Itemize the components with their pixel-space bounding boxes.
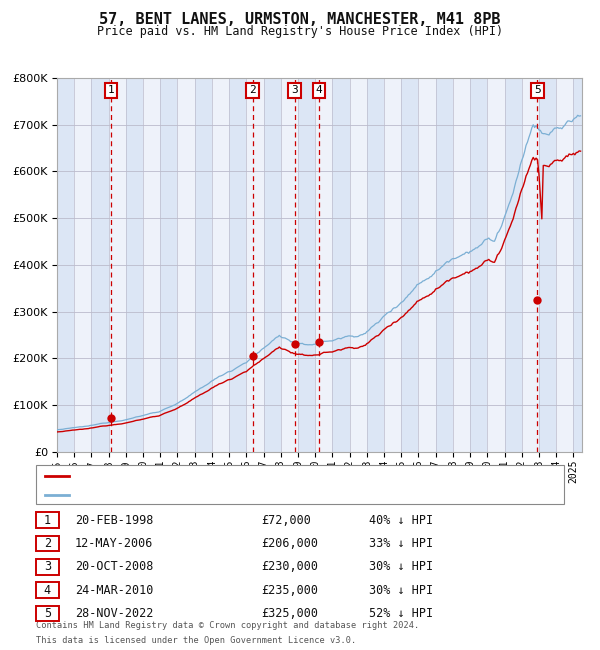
- Bar: [350, 78, 367, 452]
- Bar: [298, 78, 315, 452]
- Bar: [367, 78, 384, 452]
- Text: 2: 2: [44, 537, 51, 550]
- Text: 28-NOV-2022: 28-NOV-2022: [75, 607, 154, 620]
- Bar: [418, 78, 436, 452]
- Bar: [74, 78, 91, 452]
- Bar: [505, 78, 522, 452]
- Text: 1: 1: [107, 85, 114, 96]
- Text: 12-MAY-2006: 12-MAY-2006: [75, 537, 154, 550]
- Text: 20-FEB-1998: 20-FEB-1998: [75, 514, 154, 526]
- Bar: [574, 78, 590, 452]
- Text: £72,000: £72,000: [261, 514, 311, 526]
- Text: 57, BENT LANES, URMSTON, MANCHESTER, M41 8PB: 57, BENT LANES, URMSTON, MANCHESTER, M41…: [99, 12, 501, 27]
- Text: 20-OCT-2008: 20-OCT-2008: [75, 560, 154, 573]
- Bar: [487, 78, 505, 452]
- Bar: [384, 78, 401, 452]
- Bar: [436, 78, 453, 452]
- Text: £325,000: £325,000: [261, 607, 318, 620]
- Text: 24-MAR-2010: 24-MAR-2010: [75, 584, 154, 597]
- Text: 4: 4: [316, 85, 323, 96]
- Bar: [229, 78, 247, 452]
- Bar: [332, 78, 350, 452]
- Text: HPI: Average price, detached house, Trafford: HPI: Average price, detached house, Traf…: [75, 490, 339, 500]
- Text: 57, BENT LANES, URMSTON, MANCHESTER, M41 8PB (detached house): 57, BENT LANES, URMSTON, MANCHESTER, M41…: [75, 471, 441, 482]
- Bar: [109, 78, 126, 452]
- Bar: [539, 78, 556, 452]
- Text: Price paid vs. HM Land Registry's House Price Index (HPI): Price paid vs. HM Land Registry's House …: [97, 25, 503, 38]
- Text: 52% ↓ HPI: 52% ↓ HPI: [369, 607, 433, 620]
- Text: £230,000: £230,000: [261, 560, 318, 573]
- Bar: [91, 78, 109, 452]
- Text: Contains HM Land Registry data © Crown copyright and database right 2024.: Contains HM Land Registry data © Crown c…: [36, 621, 419, 630]
- Bar: [160, 78, 178, 452]
- Text: This data is licensed under the Open Government Licence v3.0.: This data is licensed under the Open Gov…: [36, 636, 356, 645]
- Text: £235,000: £235,000: [261, 584, 318, 597]
- Bar: [247, 78, 263, 452]
- Text: 33% ↓ HPI: 33% ↓ HPI: [369, 537, 433, 550]
- Bar: [212, 78, 229, 452]
- Text: 2: 2: [249, 85, 256, 96]
- Bar: [470, 78, 487, 452]
- Bar: [195, 78, 212, 452]
- Bar: [143, 78, 160, 452]
- Bar: [263, 78, 281, 452]
- Bar: [453, 78, 470, 452]
- Text: 5: 5: [534, 85, 541, 96]
- Bar: [178, 78, 195, 452]
- Text: 30% ↓ HPI: 30% ↓ HPI: [369, 584, 433, 597]
- Bar: [522, 78, 539, 452]
- Bar: [57, 78, 74, 452]
- Text: 4: 4: [44, 584, 51, 597]
- Bar: [281, 78, 298, 452]
- Text: 5: 5: [44, 607, 51, 620]
- Text: 3: 3: [44, 560, 51, 573]
- Bar: [126, 78, 143, 452]
- Text: 3: 3: [291, 85, 298, 96]
- Text: 1: 1: [44, 514, 51, 526]
- Bar: [401, 78, 418, 452]
- Text: £206,000: £206,000: [261, 537, 318, 550]
- Text: 30% ↓ HPI: 30% ↓ HPI: [369, 560, 433, 573]
- Bar: [556, 78, 574, 452]
- Text: 40% ↓ HPI: 40% ↓ HPI: [369, 514, 433, 526]
- Bar: [315, 78, 332, 452]
